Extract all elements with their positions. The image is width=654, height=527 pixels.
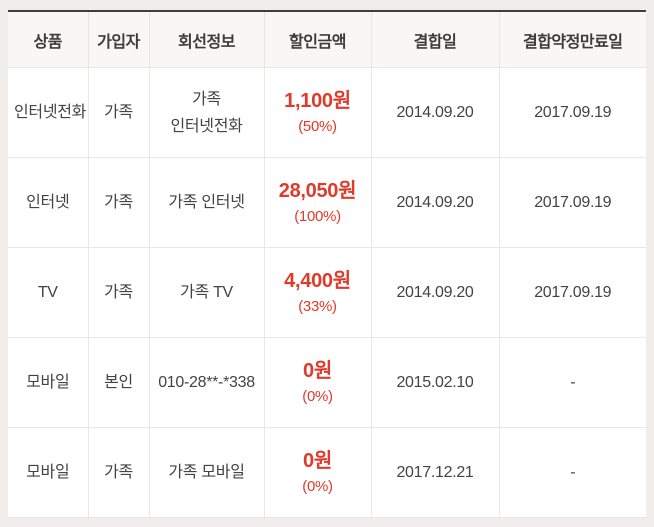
table-header: 상품 가입자 회선정보 할인금액 결합일 결합약정만료일 <box>8 11 646 68</box>
cell-product: TV <box>8 247 89 338</box>
cell-line-info: 가족 모바일 <box>148 427 265 518</box>
cell-line-info: 가족 인터넷 <box>148 157 265 248</box>
cell-bundle-date: 2014.09.20 <box>370 157 500 248</box>
cell-subscriber: 가족 <box>87 157 150 248</box>
table-row: 인터넷 가족 가족 인터넷 28,050원 (100%) 2014.09.20 … <box>8 157 646 248</box>
cell-discount: 0원 (0%) <box>263 427 372 518</box>
cell-product: 모바일 <box>8 427 89 518</box>
discount-amount: 1,100원 <box>284 89 351 112</box>
cell-contract-expiry: 2017.09.19 <box>498 67 646 158</box>
cell-contract-expiry: 2017.09.19 <box>498 247 646 338</box>
cell-contract-expiry: - <box>498 337 646 428</box>
discount-percent: (0%) <box>302 387 333 405</box>
column-header-discount: 할인금액 <box>263 11 372 68</box>
column-header-line-info: 회선정보 <box>148 11 265 68</box>
column-header-bundle-date: 결합일 <box>370 11 500 68</box>
cell-product: 모바일 <box>8 337 89 428</box>
column-header-product: 상품 <box>8 11 89 68</box>
table-row: 인터넷전화 가족 가족 인터넷전화 1,100원 (50%) 2014.09.2… <box>8 67 646 158</box>
cell-discount: 4,400원 (33%) <box>263 247 372 338</box>
cell-subscriber: 본인 <box>87 337 150 428</box>
cell-line-info: 010-28**-*338 <box>148 337 265 428</box>
cell-product: 인터넷 <box>8 157 89 248</box>
discount-percent: (33%) <box>298 297 337 315</box>
cell-line-info: 가족 인터넷전화 <box>148 67 265 158</box>
cell-subscriber: 가족 <box>87 247 150 338</box>
cell-discount: 28,050원 (100%) <box>263 157 372 248</box>
header-row: 상품 가입자 회선정보 할인금액 결합일 결합약정만료일 <box>8 11 646 68</box>
cell-subscriber: 가족 <box>87 67 150 158</box>
discount-amount: 28,050원 <box>278 179 357 202</box>
cell-bundle-date: 2017.12.21 <box>370 427 500 518</box>
cell-contract-expiry: 2017.09.19 <box>498 157 646 248</box>
bundle-discount-table: 상품 가입자 회선정보 할인금액 결합일 결합약정만료일 인터넷전화 가족 가족… <box>8 10 646 518</box>
discount-amount: 4,400원 <box>284 269 351 292</box>
discount-amount: 0원 <box>303 359 332 382</box>
discount-percent: (100%) <box>294 207 341 225</box>
table-row: 모바일 가족 가족 모바일 0원 (0%) 2017.12.21 - <box>8 427 646 518</box>
cell-subscriber: 가족 <box>87 427 150 518</box>
cell-bundle-date: 2014.09.20 <box>370 247 500 338</box>
table-row: TV 가족 가족 TV 4,400원 (33%) 2014.09.20 2017… <box>8 247 646 338</box>
table-body: 인터넷전화 가족 가족 인터넷전화 1,100원 (50%) 2014.09.2… <box>8 67 646 518</box>
cell-contract-expiry: - <box>498 427 646 518</box>
cell-bundle-date: 2015.02.10 <box>370 337 500 428</box>
cell-product: 인터넷전화 <box>8 67 89 158</box>
column-header-subscriber: 가입자 <box>87 11 150 68</box>
cell-discount: 1,100원 (50%) <box>263 67 372 158</box>
table-row: 모바일 본인 010-28**-*338 0원 (0%) 2015.02.10 … <box>8 337 646 428</box>
column-header-contract-expiry: 결합약정만료일 <box>498 11 646 68</box>
cell-line-info: 가족 TV <box>148 247 265 338</box>
discount-percent: (0%) <box>302 477 333 495</box>
cell-discount: 0원 (0%) <box>263 337 372 428</box>
discount-amount: 0원 <box>303 449 332 472</box>
cell-bundle-date: 2014.09.20 <box>370 67 500 158</box>
discount-percent: (50%) <box>298 117 337 135</box>
